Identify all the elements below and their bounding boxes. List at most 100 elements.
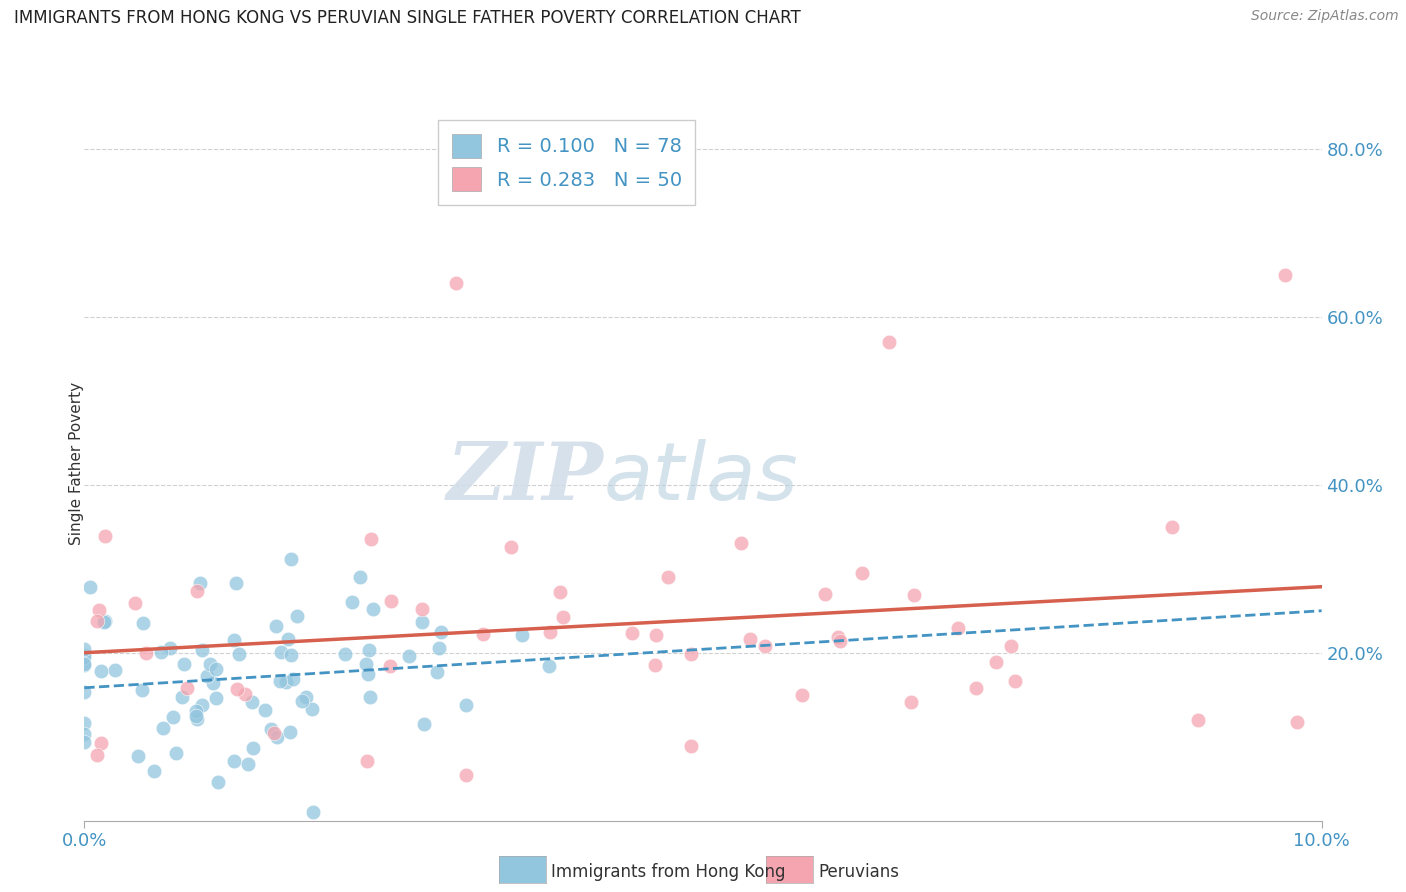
Point — [94, 529, 117, 543]
Point — [73, 658, 96, 673]
Point — [548, 584, 571, 599]
Point — [240, 694, 263, 708]
Point — [333, 648, 356, 662]
Point — [827, 630, 849, 644]
Point — [104, 663, 127, 677]
Legend: R = 0.100   N = 78, R = 0.283   N = 50: R = 0.100 N = 78, R = 0.283 N = 50 — [439, 120, 696, 205]
Point — [195, 669, 218, 683]
Point — [79, 580, 101, 594]
Point — [877, 335, 900, 350]
Point — [186, 712, 208, 726]
Point — [965, 681, 987, 696]
Text: Peruvians: Peruvians — [818, 863, 900, 881]
Point — [184, 704, 207, 718]
Point — [254, 702, 277, 716]
Point — [73, 727, 96, 741]
Point — [679, 739, 702, 753]
Point — [411, 615, 433, 629]
Point — [553, 610, 575, 624]
Point — [454, 768, 477, 782]
Point — [900, 695, 922, 709]
Point — [754, 639, 776, 653]
Point — [73, 715, 96, 730]
Point — [73, 642, 96, 657]
Point — [301, 702, 323, 716]
Point — [302, 805, 325, 820]
Point — [281, 672, 304, 686]
Point — [538, 659, 561, 673]
Point — [644, 657, 666, 672]
Point — [87, 602, 110, 616]
Point — [354, 657, 377, 671]
Point — [430, 624, 453, 639]
Point — [359, 643, 381, 657]
Point — [198, 657, 221, 672]
Text: ZIP: ZIP — [447, 440, 605, 516]
Point — [984, 655, 1007, 669]
Point — [236, 757, 259, 772]
Point — [225, 576, 247, 591]
Point — [86, 748, 108, 763]
Point — [1274, 268, 1296, 282]
Point — [184, 708, 207, 723]
Point — [270, 645, 292, 659]
Point — [454, 698, 477, 712]
Point — [202, 676, 225, 690]
Point — [510, 628, 533, 642]
Point — [135, 646, 157, 660]
Point — [188, 575, 211, 590]
Point — [681, 647, 703, 661]
Point — [73, 685, 96, 699]
Point — [224, 633, 246, 648]
Point — [380, 594, 402, 608]
Text: Immigrants from Hong Kong: Immigrants from Hong Kong — [551, 863, 786, 881]
Point — [165, 746, 187, 760]
Point — [73, 735, 96, 749]
Point — [1160, 520, 1182, 534]
Point — [1000, 639, 1022, 653]
Point — [90, 736, 112, 750]
Point — [357, 666, 380, 681]
Point — [86, 614, 108, 628]
Point — [124, 596, 146, 610]
Point — [73, 657, 96, 671]
Point — [349, 570, 371, 584]
Point — [413, 716, 436, 731]
Text: atlas: atlas — [605, 439, 799, 517]
Point — [356, 755, 378, 769]
Point — [263, 726, 285, 740]
Point — [1285, 714, 1308, 729]
Point — [152, 721, 174, 735]
Point — [205, 662, 228, 676]
Point — [340, 595, 363, 609]
Point — [361, 602, 384, 616]
Point — [360, 532, 382, 546]
Point — [186, 584, 208, 599]
Point — [94, 614, 117, 628]
Point — [444, 277, 467, 291]
Point — [378, 658, 401, 673]
Point — [131, 682, 153, 697]
Point — [657, 569, 679, 583]
Point — [946, 621, 969, 635]
Point — [170, 690, 193, 704]
Point — [285, 608, 308, 623]
Point — [162, 710, 184, 724]
Point — [132, 615, 155, 630]
Point — [242, 740, 264, 755]
Point — [620, 625, 643, 640]
Y-axis label: Single Father Poverty: Single Father Poverty — [69, 383, 83, 545]
Point — [90, 665, 112, 679]
Point — [190, 698, 212, 712]
Point — [738, 632, 761, 647]
Point — [291, 694, 314, 708]
Point — [276, 675, 298, 690]
Point — [501, 540, 523, 554]
Point — [73, 648, 96, 662]
Point — [903, 588, 925, 602]
Point — [207, 775, 229, 789]
Text: IMMIGRANTS FROM HONG KONG VS PERUVIAN SINGLE FATHER POVERTY CORRELATION CHART: IMMIGRANTS FROM HONG KONG VS PERUVIAN SI… — [14, 9, 801, 27]
Point — [73, 650, 96, 665]
Point — [159, 641, 181, 656]
Point — [176, 681, 198, 696]
